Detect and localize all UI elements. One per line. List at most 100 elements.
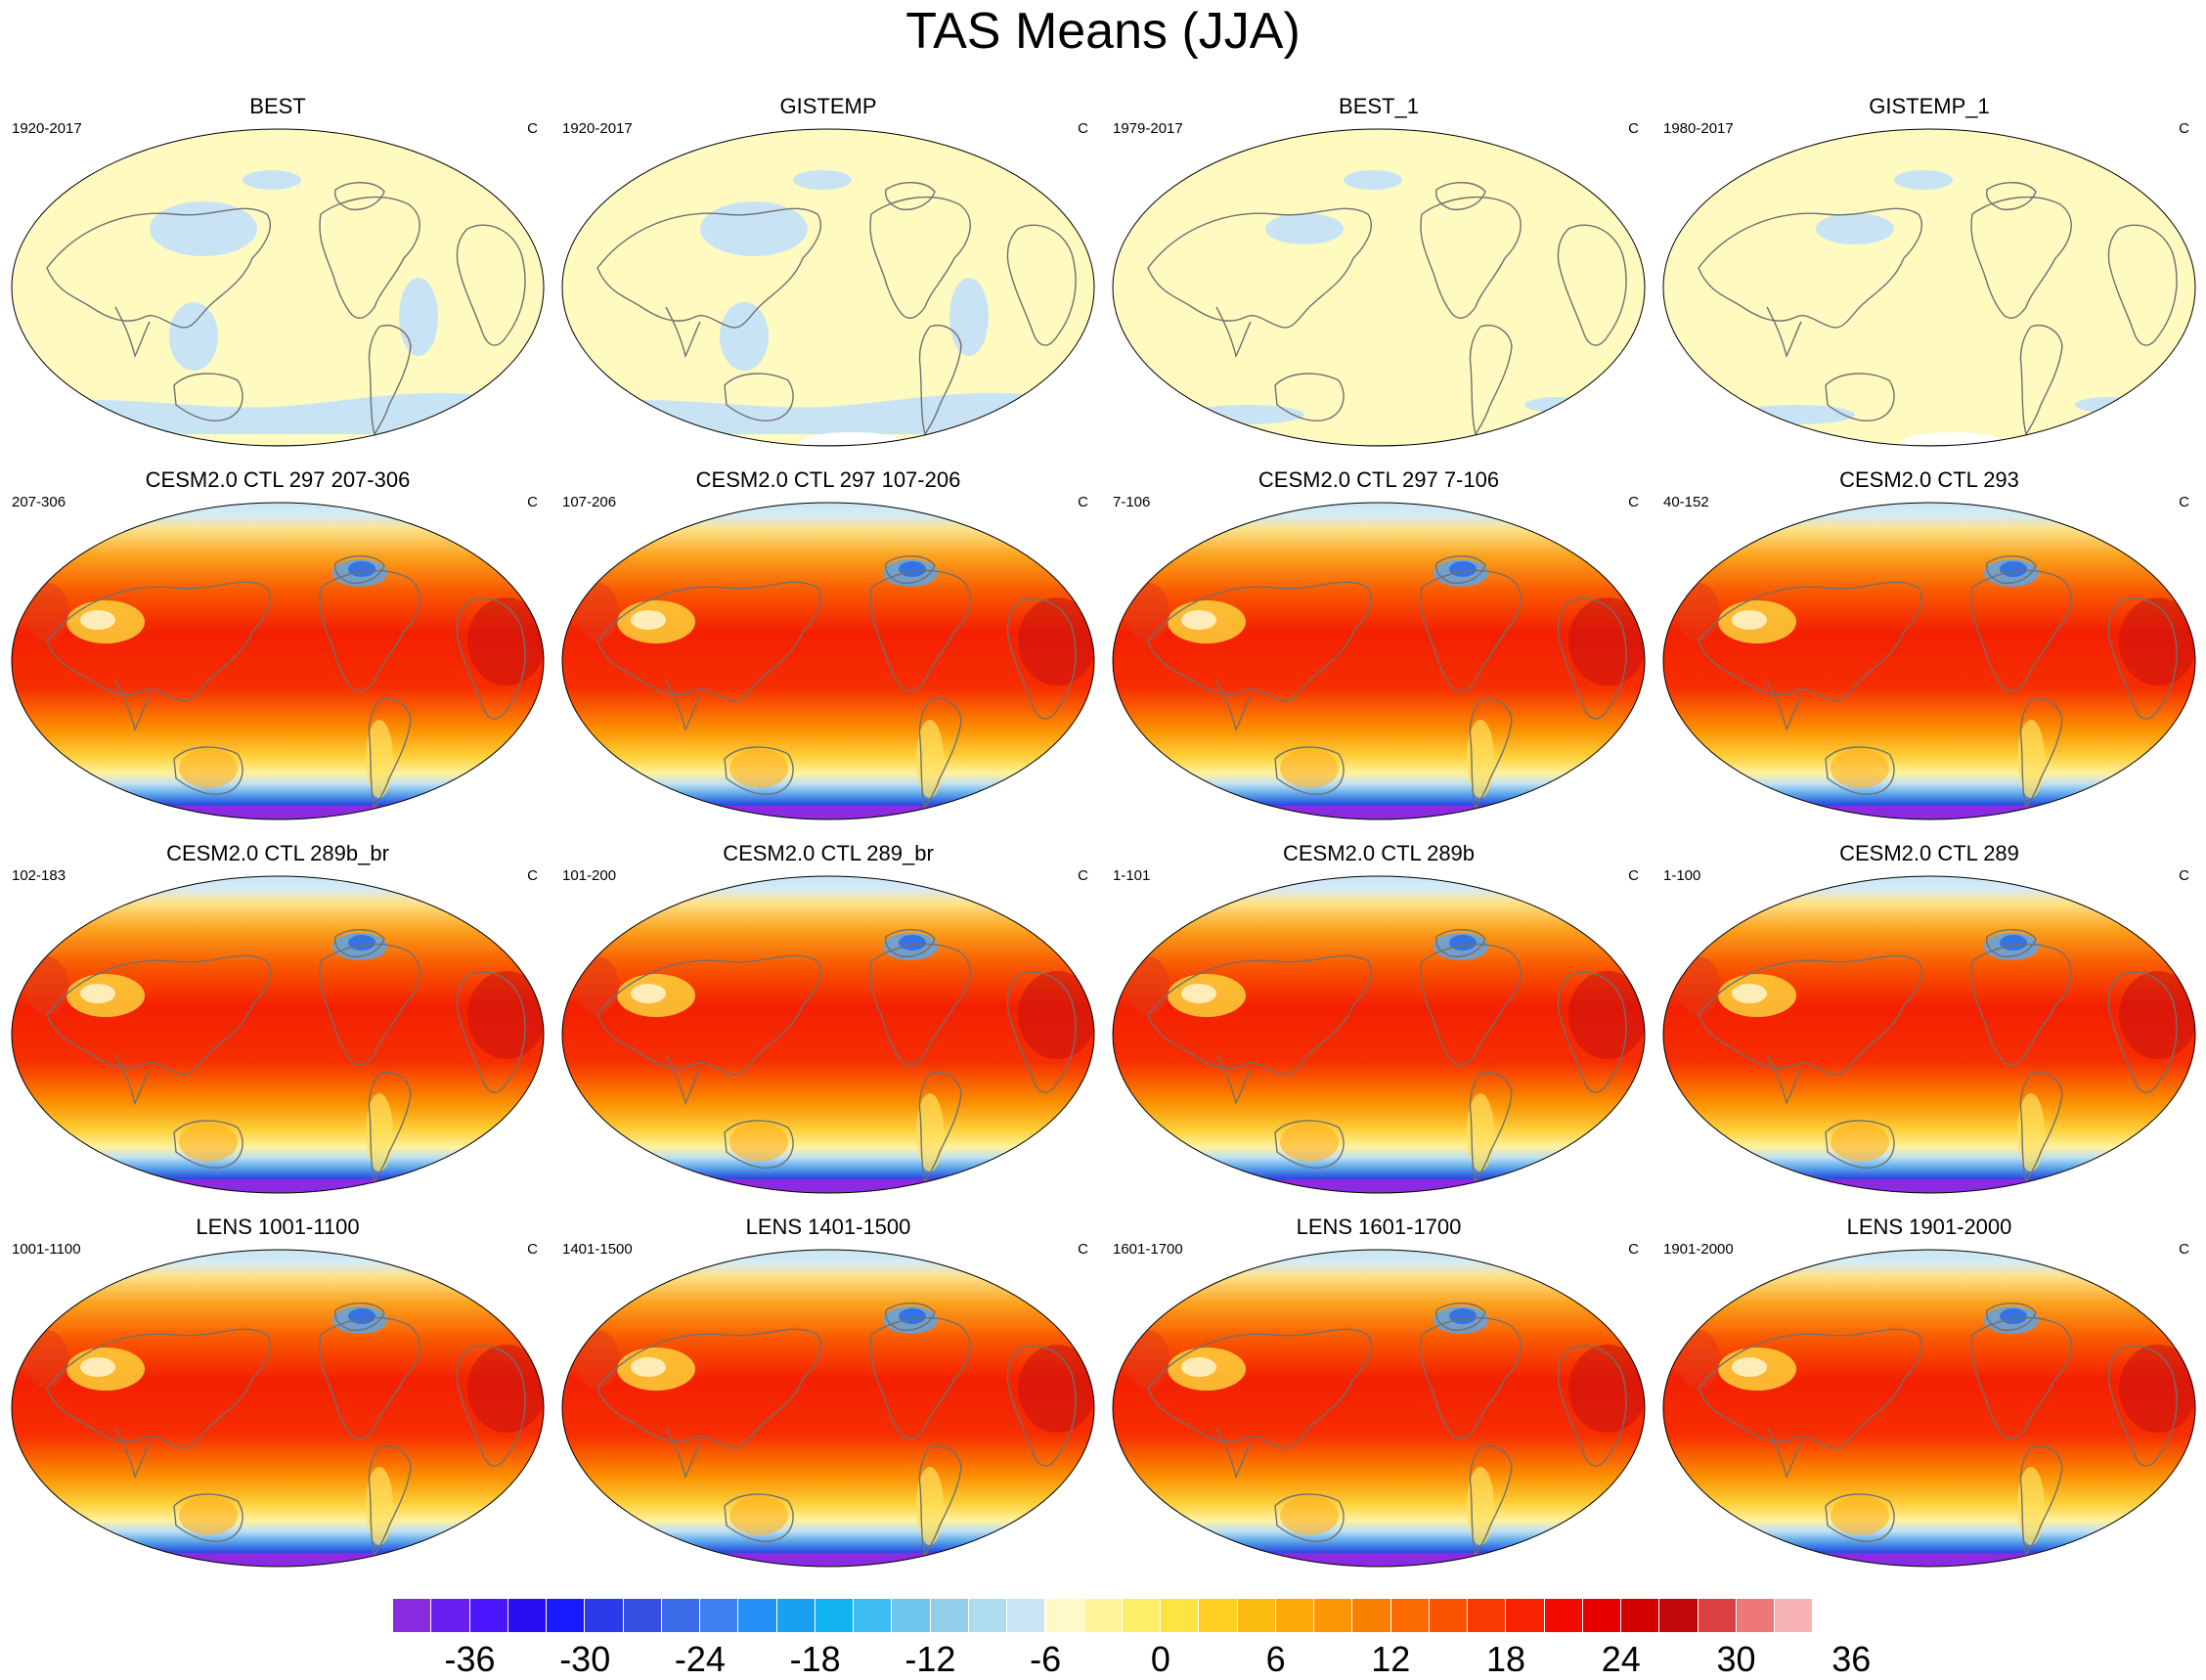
panel-units: C bbox=[2179, 867, 2189, 884]
panel-title: GISTEMP bbox=[779, 94, 877, 118]
figure-title: TAS Means (JJA) bbox=[905, 3, 1301, 60]
map-panel: LENS 1901-2000 1901-2000 C bbox=[1655, 1215, 2203, 1586]
panel-title: CESM2.0 CTL 293 bbox=[1839, 467, 2019, 492]
map-panel: CESM2.0 CTL 293 40-152 C bbox=[1655, 467, 2203, 839]
panel-units: C bbox=[1078, 494, 1088, 510]
panel-period: 1-101 bbox=[1113, 867, 1151, 884]
world-map bbox=[561, 502, 1095, 820]
colorbar-swatch bbox=[930, 1599, 969, 1632]
panel-period: 101-200 bbox=[562, 867, 617, 884]
colorbar-swatch bbox=[1544, 1599, 1583, 1632]
panel-units: C bbox=[527, 867, 538, 884]
colorbar-swatch bbox=[1736, 1599, 1775, 1632]
colorbar-swatch bbox=[1199, 1599, 1238, 1632]
panel-period: 1401-1500 bbox=[562, 1241, 633, 1258]
colorbar-swatch bbox=[1083, 1599, 1123, 1632]
world-map bbox=[11, 1249, 545, 1568]
colorbar-swatch bbox=[431, 1599, 470, 1632]
colorbar-swatch bbox=[1390, 1599, 1430, 1632]
panel-title: BEST_1 bbox=[1339, 94, 1419, 118]
panel-period: 102-183 bbox=[12, 867, 66, 884]
colorbar-tick-labels: -36 -30 -24 -18 -12 -6 0 6 12 18 24 30 36 bbox=[393, 1639, 1871, 1679]
colorbar-swatch bbox=[700, 1599, 739, 1632]
panel-units: C bbox=[2179, 494, 2189, 510]
map-panel: CESM2.0 CTL 297 107-206 107-206 C bbox=[554, 467, 1102, 839]
panel-period: 1601-1700 bbox=[1113, 1241, 1183, 1258]
colorbar-tick: -6 bbox=[1030, 1639, 1062, 1679]
panel-units: C bbox=[1078, 867, 1088, 884]
panel-period: 207-306 bbox=[12, 494, 66, 510]
colorbar-swatch bbox=[1659, 1599, 1699, 1632]
colorbar-swatch bbox=[1775, 1599, 1814, 1632]
panel-units: C bbox=[527, 1241, 538, 1258]
panel-units: C bbox=[1628, 494, 1639, 510]
panel-units: C bbox=[2179, 120, 2189, 137]
panel-units: C bbox=[1628, 1241, 1639, 1258]
colorbar-swatch bbox=[1621, 1599, 1660, 1632]
colorbar bbox=[393, 1599, 1814, 1632]
colorbar-tick: 6 bbox=[1265, 1639, 1286, 1679]
panel-title: CESM2.0 CTL 297 107-206 bbox=[695, 467, 961, 492]
panel-title: GISTEMP_1 bbox=[1869, 94, 1990, 118]
panel-period: 107-206 bbox=[562, 494, 617, 510]
map-panel: BEST 1920-2017 C bbox=[4, 94, 552, 465]
panel-title: CESM2.0 CTL 289b_br bbox=[166, 841, 389, 865]
world-map bbox=[1112, 1249, 1646, 1568]
world-map bbox=[1662, 128, 2196, 447]
map-panel: CESM2.0 CTL 289 1-100 C bbox=[1655, 841, 2203, 1213]
colorbar-swatch bbox=[1698, 1599, 1737, 1632]
colorbar-swatch bbox=[1045, 1599, 1084, 1632]
colorbar-tick: -12 bbox=[904, 1639, 956, 1679]
colorbar-swatch bbox=[1429, 1599, 1468, 1632]
colorbar-tick: 18 bbox=[1486, 1639, 1526, 1679]
panel-period: 1920-2017 bbox=[12, 120, 82, 137]
colorbar-tick: 36 bbox=[1831, 1639, 1872, 1679]
colorbar-swatch bbox=[1468, 1599, 1507, 1632]
map-panel: CESM2.0 CTL 289b 1-101 C bbox=[1105, 841, 1653, 1213]
colorbar-swatch bbox=[661, 1599, 700, 1632]
panel-period: 1920-2017 bbox=[562, 120, 633, 137]
colorbar-swatch bbox=[1237, 1599, 1276, 1632]
world-map bbox=[561, 1249, 1095, 1568]
colorbar-swatch bbox=[892, 1599, 931, 1632]
map-panel: BEST_1 1979-2017 C bbox=[1105, 94, 1653, 465]
panel-title: CESM2.0 CTL 297 7-106 bbox=[1257, 467, 1500, 492]
panel-period: 40-152 bbox=[1663, 494, 1709, 510]
colorbar-tick: 24 bbox=[1601, 1639, 1641, 1679]
panel-title: CESM2.0 CTL 289 bbox=[1839, 841, 2019, 865]
world-map bbox=[1662, 875, 2196, 1194]
world-map bbox=[11, 502, 545, 820]
panel-period: 1901-2000 bbox=[1663, 1241, 1734, 1258]
map-panel: CESM2.0 CTL 289_br 101-200 C bbox=[554, 841, 1102, 1213]
panel-units: C bbox=[1628, 120, 1639, 137]
colorbar-swatch bbox=[1314, 1599, 1353, 1632]
panel-period: 7-106 bbox=[1113, 494, 1151, 510]
colorbar-swatch bbox=[1275, 1599, 1314, 1632]
colorbar-swatch bbox=[1007, 1599, 1046, 1632]
map-panel: LENS 1001-1100 1001-1100 C bbox=[4, 1215, 552, 1586]
map-panel: CESM2.0 CTL 289b_br 102-183 C bbox=[4, 841, 552, 1213]
panel-title: LENS 1901-2000 bbox=[1846, 1215, 2012, 1239]
world-map bbox=[561, 128, 1095, 447]
panel-title: LENS 1001-1100 bbox=[196, 1215, 360, 1239]
colorbar-swatch bbox=[1161, 1599, 1200, 1632]
world-map bbox=[1112, 875, 1646, 1194]
colorbar-swatch bbox=[547, 1599, 586, 1632]
panel-title: BEST bbox=[249, 94, 306, 118]
colorbar-swatch bbox=[815, 1599, 854, 1632]
world-map bbox=[1662, 502, 2196, 820]
panel-title: CESM2.0 CTL 289_br bbox=[723, 841, 934, 865]
panel-title: LENS 1401-1500 bbox=[745, 1215, 911, 1239]
world-map bbox=[1662, 1249, 2196, 1568]
colorbar-tick: -36 bbox=[444, 1639, 496, 1679]
panel-title: CESM2.0 CTL 297 207-306 bbox=[145, 467, 411, 492]
world-map bbox=[1112, 502, 1646, 820]
colorbar-tick: -24 bbox=[674, 1639, 726, 1679]
colorbar-swatch bbox=[1122, 1599, 1161, 1632]
colorbar-swatch bbox=[623, 1599, 662, 1632]
panel-units: C bbox=[527, 120, 538, 137]
panel-period: 1-100 bbox=[1663, 867, 1701, 884]
panel-title: CESM2.0 CTL 289b bbox=[1282, 841, 1476, 865]
colorbar-swatch bbox=[585, 1599, 624, 1632]
map-panel: LENS 1401-1500 1401-1500 C bbox=[554, 1215, 1102, 1586]
